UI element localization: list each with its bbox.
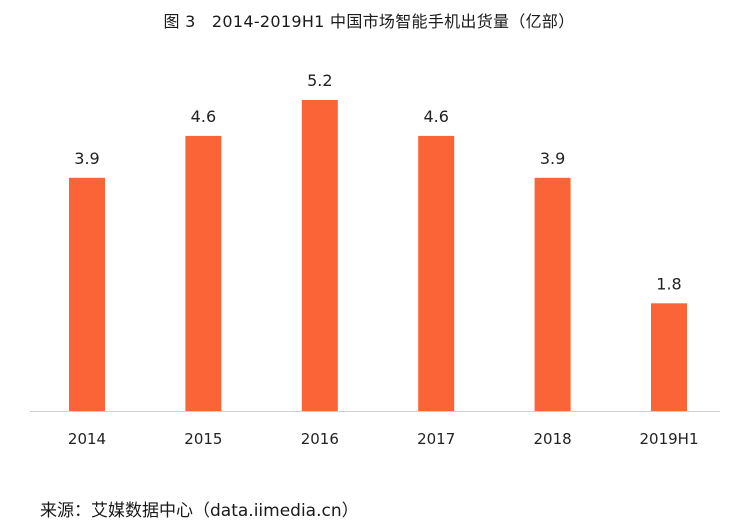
bar-2018 bbox=[534, 177, 571, 412]
value-label-2019H1: 1.8 bbox=[656, 274, 681, 293]
x-tick-2014: 2014 bbox=[68, 430, 106, 448]
bar-2017 bbox=[418, 135, 455, 411]
bar-2015 bbox=[185, 135, 222, 411]
x-tick-labels-group: 2014 2015 2016 2017 2018 2019H1 bbox=[68, 430, 699, 448]
chart-title: 图 3 2014-2019H1 中国市场智能手机出货量（亿部） bbox=[163, 12, 575, 31]
value-label-2016: 5.2 bbox=[307, 71, 332, 90]
value-label-2017: 4.6 bbox=[423, 107, 448, 126]
x-tick-2015: 2015 bbox=[184, 430, 222, 448]
value-label-2014: 3.9 bbox=[74, 149, 99, 168]
x-tick-2018: 2018 bbox=[534, 430, 572, 448]
bars-group bbox=[69, 100, 687, 412]
source-note: 来源：艾媒数据中心（data.iimedia.cn） bbox=[40, 501, 359, 521]
value-labels-group: 3.9 4.6 5.2 4.6 3.9 1.8 bbox=[74, 71, 681, 293]
value-label-2015: 4.6 bbox=[191, 107, 216, 126]
bar-2019H1 bbox=[651, 303, 687, 411]
value-label-2018: 3.9 bbox=[540, 149, 565, 168]
x-tick-2019H1: 2019H1 bbox=[640, 430, 699, 448]
bar-2016 bbox=[301, 100, 338, 411]
x-tick-2016: 2016 bbox=[301, 430, 339, 448]
x-tick-2017: 2017 bbox=[417, 430, 455, 448]
bar-2014 bbox=[69, 177, 105, 412]
